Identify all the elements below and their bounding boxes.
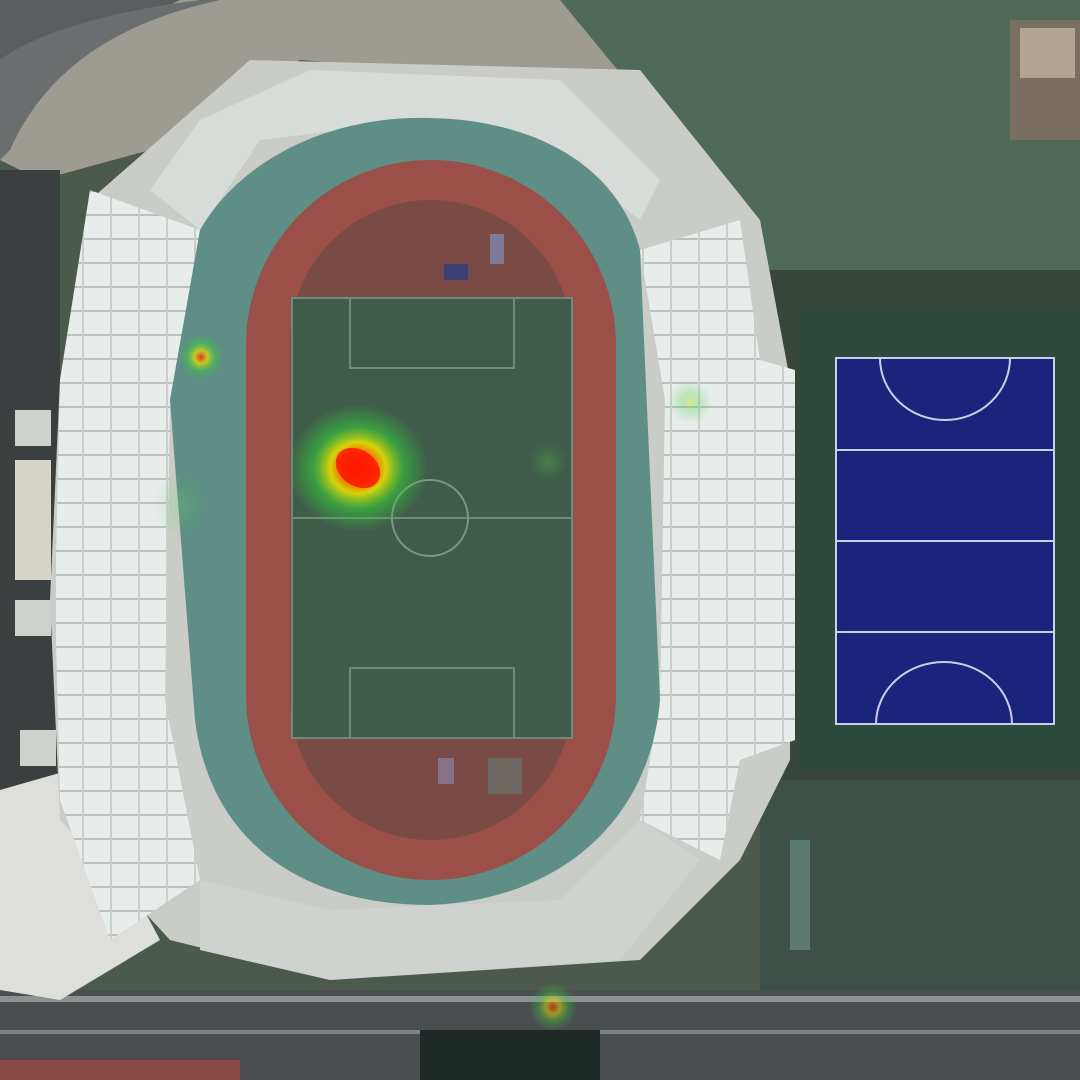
road-northwest bbox=[0, 0, 180, 100]
heatmap-layer bbox=[154, 335, 712, 1031]
north-lawn bbox=[560, 0, 1080, 300]
hotspot-west-stand[interactable] bbox=[179, 335, 223, 379]
road-curve bbox=[0, 0, 220, 160]
west-stand bbox=[55, 190, 200, 940]
east-lawn bbox=[760, 780, 1080, 990]
south-stand bbox=[200, 820, 700, 980]
hotspot-west-entrance[interactable] bbox=[154, 471, 206, 539]
hotspot-south-street[interactable] bbox=[529, 983, 577, 1031]
southwest-roof bbox=[0, 770, 160, 1000]
hotspot-midfield[interactable] bbox=[528, 442, 568, 482]
north-stand bbox=[150, 70, 660, 230]
east-stand bbox=[640, 220, 795, 860]
south-building bbox=[0, 1060, 240, 1080]
hotspot-east-stand[interactable] bbox=[668, 380, 712, 424]
